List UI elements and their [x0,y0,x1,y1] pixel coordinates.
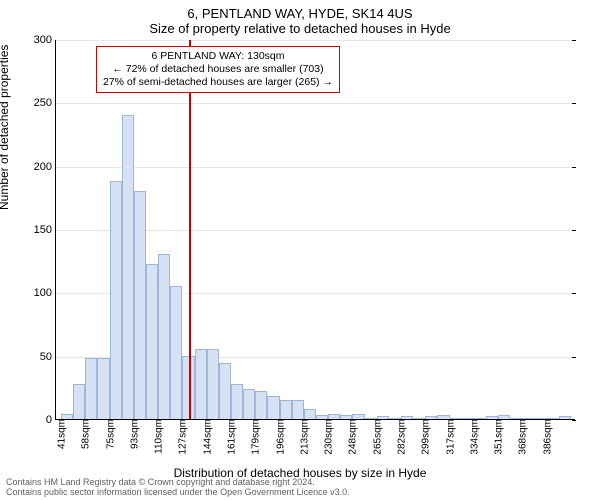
callout-line-2: ← 72% of detached houses are smaller (70… [103,63,333,76]
x-tick-label: 110sqm [152,419,165,454]
y-tick-mark [572,230,576,231]
histogram-bar [158,254,170,419]
histogram-bar [134,191,146,419]
histogram-bar [97,358,109,419]
x-tick-label: 265sqm [370,419,383,455]
x-tick-label: 58sqm [79,419,92,449]
x-tick-label: 41sqm [55,419,68,449]
histogram-bar [219,363,231,419]
histogram-bar [304,409,316,419]
x-tick-label: 213sqm [297,419,310,455]
x-tick-label: 75sqm [103,419,116,449]
histogram-bar [292,400,304,419]
histogram-bar [559,416,571,419]
y-tick-mark [572,103,576,104]
x-tick-label: 127sqm [176,419,189,455]
x-tick-label: 386sqm [540,419,553,455]
callout-line-3: 27% of semi-detached houses are larger (… [103,76,333,89]
x-tick-label: 230sqm [322,419,335,455]
y-tick-label: 100 [34,287,56,299]
histogram-bars [61,40,570,419]
histogram-bar [255,391,267,419]
y-tick-mark [572,167,576,168]
x-tick-label: 179sqm [249,419,262,455]
y-tick-mark [572,293,576,294]
x-tick-label: 317sqm [443,419,456,455]
y-axis-label: Number of detached properties [0,45,11,210]
x-tick-label: 282sqm [395,419,408,455]
histogram-bar [267,396,279,419]
y-tick-mark [572,420,576,421]
chart-title-subtitle: Size of property relative to detached ho… [0,21,600,40]
x-tick-label: 334sqm [467,419,480,455]
y-tick-mark [572,40,576,41]
histogram-bar [207,349,219,419]
y-tick-label: 200 [34,161,56,173]
histogram-bar [231,384,243,419]
y-tick-label: 300 [34,34,56,46]
x-tick-label: 93sqm [127,419,140,449]
x-tick-label: 299sqm [419,419,432,455]
credit-line-2: Contains public sector information licen… [6,488,594,498]
histogram-bar [170,286,182,419]
histogram-bar [85,358,97,419]
callout-box: 6 PENTLAND WAY: 130sqm ← 72% of detached… [96,46,340,93]
y-tick-mark [572,357,576,358]
x-tick-label: 368sqm [516,419,529,455]
chart-plot-area: 050100150200250300 6 PENTLAND WAY: 130sq… [55,40,575,420]
histogram-bar [146,264,158,419]
reference-line [189,40,191,419]
chart-title-address: 6, PENTLAND WAY, HYDE, SK14 4US [0,0,600,21]
histogram-bar [122,115,134,419]
histogram-bar [195,349,207,419]
x-tick-label: 196sqm [273,419,286,455]
histogram-bar [110,181,122,419]
x-tick-label: 248sqm [346,419,359,455]
x-tick-label: 161sqm [225,419,238,455]
y-tick-label: 50 [40,351,56,363]
histogram-bar [73,384,85,419]
callout-line-1: 6 PENTLAND WAY: 130sqm [103,50,333,63]
credit-text: Contains HM Land Registry data © Crown c… [6,478,594,498]
x-tick-label: 144sqm [200,419,213,455]
histogram-bar [243,389,255,419]
y-tick-label: 250 [34,97,56,109]
y-tick-label: 150 [34,224,56,236]
x-tick-label: 351sqm [492,419,505,455]
histogram-bar [280,400,292,419]
